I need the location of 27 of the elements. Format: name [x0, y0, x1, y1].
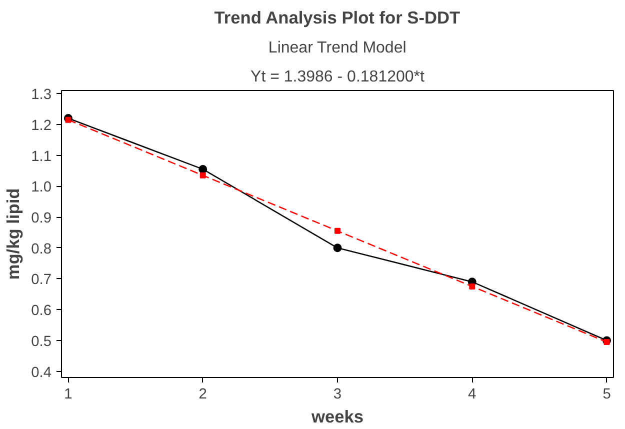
y-tick-label: 0.5 — [31, 334, 52, 350]
point — [604, 339, 610, 346]
x-tick-label: 5 — [602, 386, 611, 402]
y-tick-label: 1.0 — [31, 180, 52, 196]
point — [198, 164, 208, 174]
point — [65, 116, 72, 123]
x-tick-label: 4 — [468, 386, 476, 402]
text: Yt = 1.3986 - 0.181200*t — [250, 68, 426, 86]
y-tick-label: 1.3 — [31, 87, 52, 104]
y-tick-label: 1.1 — [31, 148, 52, 165]
point — [469, 283, 476, 290]
x-tick-label: 2 — [198, 386, 207, 402]
y-tick-label: 0.8 — [31, 241, 52, 258]
x-tick-label: 3 — [333, 386, 342, 402]
y-tick-label: 0.9 — [31, 210, 52, 227]
chart-subtitle: Linear Trend Model — [268, 40, 406, 56]
x-axis-title: weeks — [310, 406, 364, 426]
chart-title: Trend Analysis Plot for S-DDT — [214, 8, 461, 28]
point — [333, 244, 342, 252]
y-tick-label: 1.2 — [31, 118, 52, 134]
y-tick-label: 0.4 — [31, 364, 52, 381]
y-tick-label: 0.7 — [31, 272, 52, 288]
y-tick-label: 0.6 — [31, 303, 52, 320]
point — [334, 228, 340, 234]
point — [200, 172, 206, 178]
x-tick-label: 1 — [64, 386, 72, 402]
y-axis-title: mg/kg lipid — [3, 188, 24, 280]
